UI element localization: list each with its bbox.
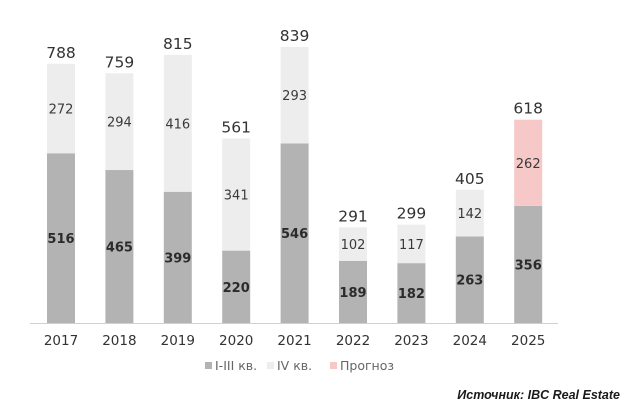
bar-2021-q4 [280, 47, 309, 144]
bar-2018-q1-q3 [105, 170, 134, 323]
x-tick-2022: 2022 [336, 333, 370, 349]
total-label-2025: 618 [513, 100, 543, 118]
value-label-2022-q4: 102 [341, 238, 366, 253]
value-label-2024-q4: 142 [457, 207, 482, 222]
total-label-2020: 561 [221, 118, 251, 136]
total-label-2017: 788 [46, 44, 76, 62]
bar-2020-q4 [222, 138, 251, 251]
bar-2022-q4 [339, 227, 367, 261]
total-label-2018: 759 [105, 53, 135, 71]
legend-swatch-q1-q3 [205, 362, 212, 369]
bar-2017-q1-q3 [47, 153, 75, 323]
value-label-2021-q1-q3: 546 [281, 227, 308, 242]
value-label-2018-q1-q3: 465 [106, 241, 133, 256]
value-label-2019-q4: 416 [165, 117, 190, 132]
bar-2018-q4 [105, 73, 134, 171]
bar-2025-forecast [514, 119, 543, 206]
legend-swatch-forecast [330, 362, 337, 369]
value-label-2023-q1-q3: 182 [398, 287, 425, 302]
x-tick-2020: 2020 [219, 333, 253, 349]
legend-label-q4: IV кв. [277, 358, 312, 373]
value-label-2023-q4: 117 [399, 238, 424, 253]
x-axis-ticks: 2017 2018 2019 2020 2021 2022 2023 2024 2025 [44, 333, 546, 349]
legend-label-forecast: Прогноз [340, 358, 394, 373]
x-tick-2019: 2019 [161, 333, 195, 349]
value-label-2020-q1-q3: 220 [223, 281, 250, 296]
bar-2022-q1-q3 [339, 260, 367, 323]
bar-2017-q4 [47, 63, 75, 154]
x-tick-2025: 2025 [511, 333, 545, 349]
value-label-2019-q1-q3: 399 [164, 251, 191, 266]
legend-swatch-q4 [267, 362, 274, 369]
legend-label-q1-q3: I-III кв. [215, 358, 257, 373]
total-label-2019: 815 [163, 35, 193, 53]
value-label-2022-q1-q3: 189 [339, 286, 366, 301]
value-label-2024-q1-q3: 263 [456, 274, 483, 289]
value-label-2017-q4: 272 [49, 103, 74, 118]
x-tick-2018: 2018 [102, 333, 136, 349]
x-tick-2017: 2017 [44, 333, 78, 349]
bar-2020-q1-q3 [222, 250, 251, 323]
bar-2019-q1-q3 [163, 191, 192, 323]
bars-layer [47, 47, 543, 323]
source-note: Источник: IBC Real Estate [457, 388, 620, 402]
bar-2019-q4 [163, 54, 192, 192]
legend: I-III кв. IV кв. Прогноз [205, 358, 394, 373]
total-label-2024: 405 [455, 170, 485, 188]
value-label-2021-q4: 293 [282, 89, 307, 104]
x-tick-2023: 2023 [394, 333, 428, 349]
total-label-2023: 299 [397, 205, 427, 223]
value-label-2025-q1-q3: 356 [515, 258, 542, 273]
bar-2024-q1-q3 [455, 236, 484, 323]
bar-2023-q4 [397, 224, 426, 264]
x-tick-2024: 2024 [453, 333, 487, 349]
value-label-2020-q4: 341 [224, 189, 249, 204]
x-tick-2021: 2021 [277, 333, 311, 349]
value-label-2017-q1-q3: 516 [47, 232, 74, 247]
labels-layer: 516 272 788 465 294 759 399 416 815 220 341 561 546 2… [46, 27, 543, 302]
value-label-2018-q4: 294 [107, 116, 132, 131]
bar-2023-q1-q3 [397, 263, 426, 323]
bar-2024-q4 [455, 189, 484, 237]
total-label-2021: 839 [280, 27, 310, 45]
value-label-2025-forecast: 262 [516, 157, 541, 172]
bar-2025-q1-q3 [514, 205, 543, 323]
total-label-2022: 291 [338, 207, 368, 225]
bar-2021-q1-q3 [280, 143, 309, 323]
